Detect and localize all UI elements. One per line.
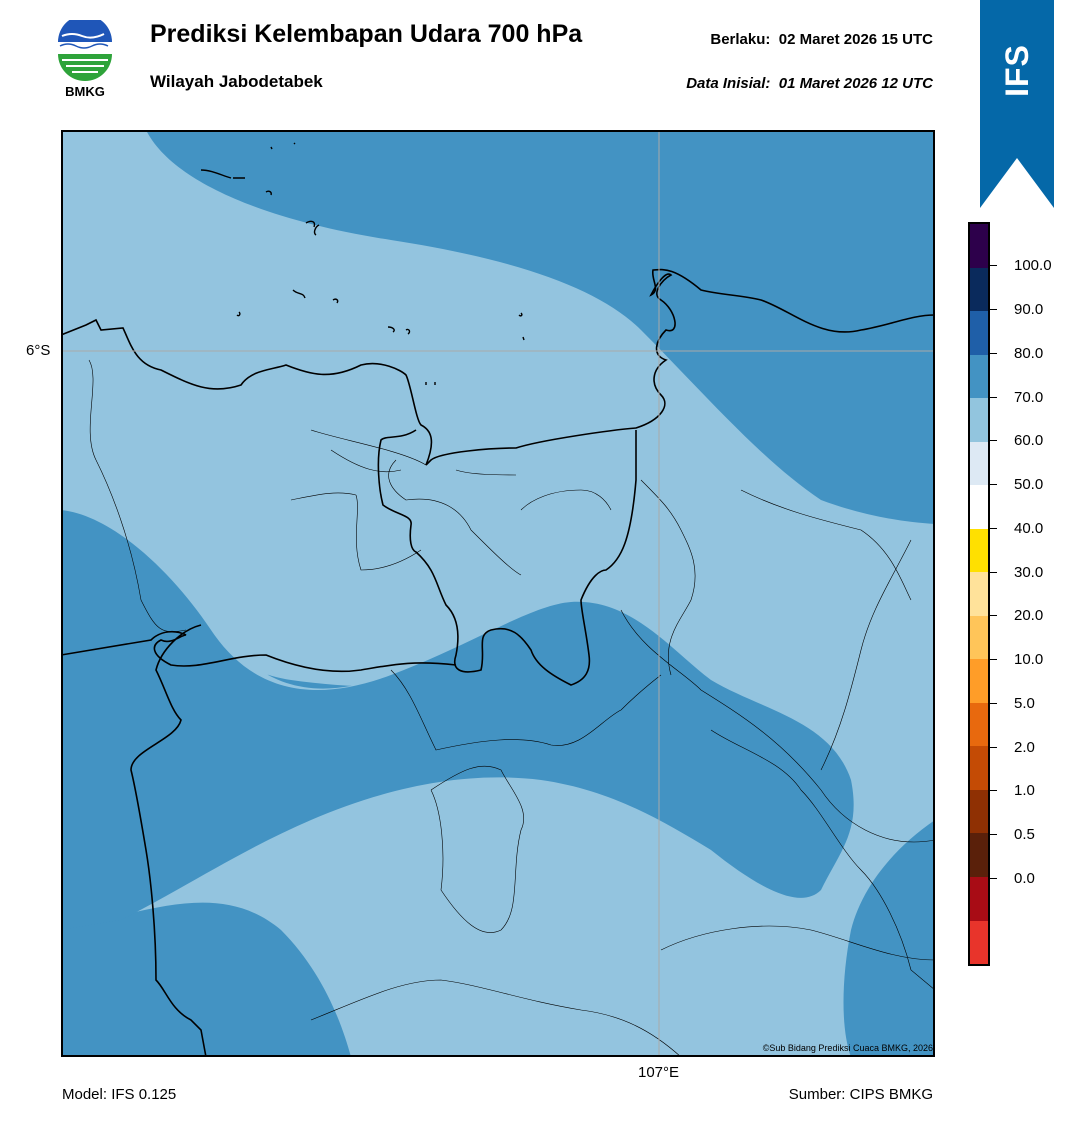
colorbar-tick-label: 5.0 (990, 693, 1035, 713)
ifs-badge (980, 0, 1054, 208)
source-info: Sumber: CIPS BMKG (788, 1086, 933, 1103)
humidity-map (61, 130, 935, 1057)
colorbar-segment (970, 615, 988, 660)
coastline (61, 268, 935, 466)
chart-title: Prediksi Kelembapan Udara 700 hPa (150, 20, 583, 48)
colorbar-tick-text: 90.0 (1014, 301, 1044, 319)
colorbar-tick-label: 30.0 (990, 562, 1043, 582)
colorbar-tick (990, 702, 997, 704)
colorbar-tick (990, 571, 997, 573)
islands (200, 142, 525, 385)
colorbar-tick (990, 309, 997, 311)
colorbar-tick-text: 1.0 (1014, 782, 1035, 800)
colorbar (968, 222, 990, 966)
colorbar-tick-label: 80.0 (990, 343, 1043, 363)
colorbar-tick (990, 615, 997, 617)
colorbar-tick-text: 0.0 (1014, 869, 1035, 887)
colorbar-segment (970, 311, 988, 355)
colorbar-segment (970, 920, 988, 965)
logo-text: BMKG (65, 84, 105, 99)
longitude-label: 107°E (638, 1064, 680, 1081)
colorbar-tick (990, 265, 997, 267)
colorbar-tick-label: 1.0 (990, 781, 1035, 801)
colorbar-segment (970, 485, 988, 529)
colorbar-labels: 100.0 90.0 80.0 70.0 60.0 50.0 40.0 30.0 20.0 10.… (990, 222, 1070, 966)
colorbar-tick-label: 70.0 (990, 387, 1043, 407)
colorbar-tick (990, 440, 997, 442)
colorbar-tick-text: 0.5 (1014, 826, 1035, 844)
colorbar-tick (990, 352, 997, 354)
colorbar-segment (970, 833, 988, 877)
colorbar-tick (990, 834, 997, 836)
provincial-border (61, 429, 637, 1057)
colorbar-tick (990, 746, 997, 748)
colorbar-tick-label: 50.0 (990, 475, 1043, 495)
colorbar-segment (970, 354, 988, 399)
colorbar-tick-text: 10.0 (1014, 651, 1044, 669)
colorbar-segment (970, 746, 988, 790)
colorbar-segment (970, 224, 988, 268)
colorbar-tick-text: 2.0 (1014, 738, 1035, 756)
colorbar-segment (970, 572, 988, 616)
colorbar-tick-text: 5.0 (1014, 694, 1035, 712)
colorbar-tick-label: 40.0 (990, 518, 1043, 538)
colorbar-tick (990, 484, 997, 486)
init-time: Data Inisial: 01 Maret 2026 12 UTC (686, 75, 933, 92)
colorbar-tick-label: 60.0 (990, 431, 1043, 451)
region-subtitle: Wilayah Jabodetabek (150, 72, 323, 91)
colorbar-tick-text: 50.0 (1014, 476, 1044, 494)
colorbar-segment (970, 702, 988, 747)
colorbar-tick (990, 877, 997, 879)
ifs-badge-text: IFS (998, 43, 1035, 97)
init-time-value: 01 Maret 2026 12 UTC (778, 75, 933, 92)
valid-time-value: 02 Maret 2026 15 UTC (778, 31, 933, 48)
colorbar-tick (990, 396, 997, 398)
bmkg-logo: BMKG (52, 15, 118, 102)
colorbar-segment (970, 267, 988, 312)
colorbar-tick-label: 20.0 (990, 606, 1043, 626)
colorbar-tick (990, 659, 997, 661)
colorbar-tick-label: 0.0 (990, 868, 1035, 888)
valid-time: Berlaku: 02 Maret 2026 15 UTC (710, 31, 933, 48)
valid-time-label: Berlaku: (710, 31, 771, 48)
colorbar-tick-text: 80.0 (1014, 344, 1044, 362)
copyright-note: ©Sub Bidang Prediksi Cuaca BMKG, 2026 (762, 1043, 933, 1053)
colorbar-tick-text: 70.0 (1014, 388, 1044, 406)
colorbar-tick-label: 0.5 (990, 825, 1035, 845)
colorbar-segment (970, 789, 988, 834)
regency-borders (88, 359, 935, 1057)
colorbar-tick-text: 60.0 (1014, 432, 1044, 450)
colorbar-segment (970, 441, 988, 486)
humidity-zone-light-west (61, 510, 854, 930)
colorbar-segment (970, 876, 988, 921)
colorbar-tick-text: 30.0 (1014, 563, 1044, 581)
colorbar-tick-label: 10.0 (990, 650, 1043, 670)
colorbar-tick-label: 90.0 (990, 300, 1043, 320)
map-frame (61, 130, 935, 1057)
colorbar-tick-text: 100.0 (1014, 257, 1052, 275)
model-info: Model: IFS 0.125 (62, 1086, 177, 1103)
latitude-label: 6°S (26, 342, 51, 359)
bmkg-emblem-icon (56, 15, 114, 81)
colorbar-tick-text: 20.0 (1014, 607, 1044, 625)
colorbar-tick-text: 40.0 (1014, 519, 1044, 537)
colorbar-tick-label: 2.0 (990, 737, 1035, 757)
colorbar-tick (990, 790, 997, 792)
ifs-badge-text-wrap: IFS (980, 0, 1054, 140)
colorbar-segment (970, 528, 988, 573)
colorbar-segment (970, 398, 988, 442)
colorbar-tick-label: 100.0 (990, 256, 1052, 276)
colorbar-segment (970, 659, 988, 703)
colorbar-tick (990, 527, 997, 529)
init-time-label: Data Inisial: (686, 75, 771, 92)
